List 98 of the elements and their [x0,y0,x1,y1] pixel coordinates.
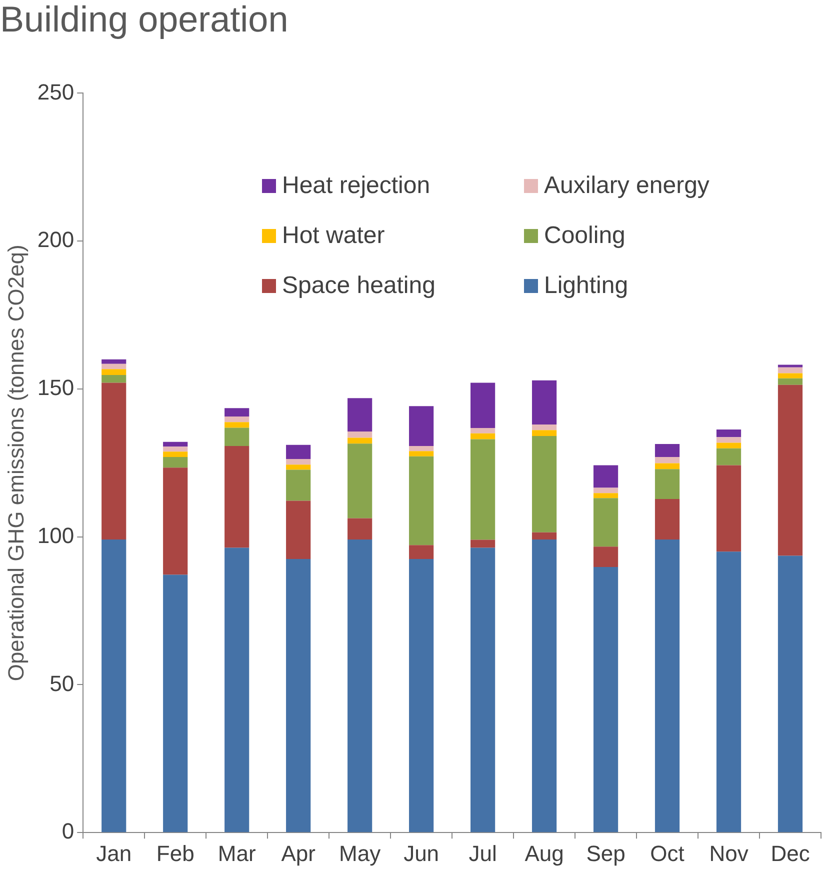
bar [778,367,803,374]
bar [224,416,250,422]
y-tick-label: 250 [37,79,74,104]
legend-label: Lighting [544,272,628,300]
x-tick-label: Jul [468,840,497,866]
bar [532,430,557,436]
bar [224,428,250,446]
bar [716,429,742,438]
bar [778,373,803,378]
x-tick-label: Jan [96,840,132,866]
bar [409,446,434,452]
bar [286,444,311,460]
bar [654,456,680,464]
bar [409,559,434,832]
legend-label: Hot water [282,222,385,250]
y-tick-label: 50 [50,670,74,696]
bar [593,498,618,547]
bar [593,546,618,568]
bar [224,408,250,416]
bar [470,428,496,434]
bar [532,436,557,532]
bar [163,574,188,832]
y-axis-title: Operational GHG emissions (tonnes CO2eq) [3,244,28,682]
bar [348,432,372,438]
legend-label: Heat rejection [282,172,430,200]
bar [348,398,372,432]
bar [593,567,618,832]
bar [593,493,618,498]
bar [470,540,496,548]
bar [778,364,803,368]
bar [409,456,434,546]
y-tick-label: 200 [37,227,74,252]
x-tick-label: Apr [281,840,316,866]
bar [102,375,126,383]
legend-label: Auxilary energy [544,172,710,200]
bar [409,406,434,446]
bar [224,446,250,548]
bar [286,464,311,470]
x-tick-label: Feb [156,840,194,866]
x-tick-label: Oct [650,840,684,866]
bar [716,552,742,832]
bar [470,433,496,440]
bar [286,500,311,560]
bar [348,540,372,832]
bar [778,384,803,556]
bar [532,532,557,540]
bar [348,438,372,444]
bar [163,452,188,457]
bar [593,488,618,494]
bar [654,469,680,499]
bar [716,437,742,443]
bar [409,545,434,560]
bar [532,380,557,424]
y-tick-label: 0 [62,818,74,844]
bar [102,364,126,370]
bar [654,540,680,832]
bar [163,456,188,468]
bar [716,442,742,448]
bar [348,518,372,540]
bar [654,463,680,470]
x-tick-label: Nov [709,840,748,866]
bar [470,548,496,832]
bar [716,465,742,552]
bar [163,468,188,575]
chart-title: Building operation [0,0,288,40]
bar [224,422,250,428]
bar [286,559,311,832]
x-tick-label: Sep [586,840,626,866]
legend-label: Space heating [282,272,436,300]
bar [409,451,434,456]
bar [778,556,803,832]
bar [102,382,126,540]
bar [778,378,803,385]
bar [102,540,126,832]
bar [716,448,742,466]
x-tick-label: May [339,840,381,866]
bar [654,498,680,540]
x-tick-label: Dec [770,840,810,866]
bar [532,540,557,832]
bar [532,424,557,430]
bar [163,442,188,447]
bar [348,444,372,518]
bar [286,459,311,465]
bar [286,470,311,501]
bar [654,444,680,457]
y-tick-label: 150 [37,375,74,400]
bar [470,439,496,540]
y-tick-label: 100 [37,522,74,548]
legend-label: Cooling [544,222,626,250]
bar [163,446,188,452]
bar [102,359,126,364]
x-tick-label: Mar [218,840,256,866]
bar [593,465,618,488]
x-tick-label: Aug [524,840,564,866]
bar [470,382,496,428]
bar [224,548,250,832]
x-tick-label: Jun [404,840,440,866]
bar [102,369,126,376]
